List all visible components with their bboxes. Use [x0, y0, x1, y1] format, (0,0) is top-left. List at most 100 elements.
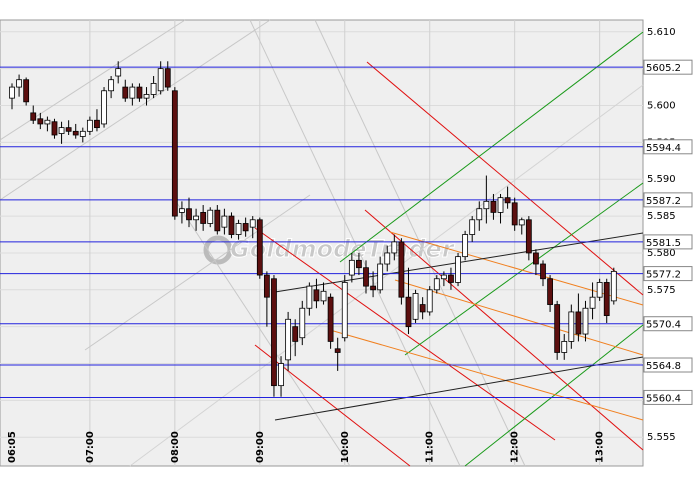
candle-body — [271, 278, 277, 387]
level-label: 5564.8 — [646, 361, 681, 372]
candle-body — [235, 223, 242, 235]
y-tick-label: 5.575 — [647, 285, 676, 296]
candle-body — [334, 348, 341, 353]
candle-body — [263, 274, 270, 298]
trend-line — [364, 209, 644, 451]
x-tick-label: 12:00 — [510, 431, 521, 463]
candle-body — [136, 86, 143, 99]
candle-body — [377, 263, 384, 291]
trend-line — [249, 19, 461, 467]
level-label: 5605.2 — [646, 63, 681, 74]
level-label-box — [643, 234, 693, 250]
candle-body — [455, 256, 461, 283]
x-tick-label: 11:00 — [425, 431, 436, 463]
candle-body — [405, 296, 412, 328]
labels: 5.6105.6055.6005.5955.5905.5855.5805.575… — [7, 27, 693, 463]
candle-body — [589, 296, 596, 309]
candle-body — [433, 278, 440, 291]
y-tick-label: 5.610 — [647, 27, 676, 38]
candle-body — [497, 197, 504, 213]
candle-body — [51, 121, 58, 136]
candle-body — [115, 68, 122, 77]
candle-body — [285, 318, 292, 361]
candle-body — [150, 82, 157, 95]
candle-body — [348, 259, 355, 276]
x-tick-label: 13:00 — [595, 431, 606, 463]
candle-body — [249, 219, 256, 228]
candle-body — [207, 209, 214, 224]
candle-body — [122, 86, 129, 99]
x-tick-label: 07:00 — [85, 431, 96, 463]
candle-body — [525, 219, 532, 254]
candle-body — [292, 326, 299, 342]
trend-line — [129, 84, 644, 467]
trend-line — [404, 182, 644, 356]
candle-body — [278, 363, 284, 387]
candle-body — [44, 119, 51, 125]
level-label: 5594.4 — [646, 143, 681, 154]
level-label-box — [643, 266, 693, 282]
candle-body — [483, 200, 490, 210]
candle-body — [518, 219, 525, 226]
plot-area — [0, 19, 644, 467]
trend-line — [464, 324, 644, 467]
y-tick-label: 5.585 — [647, 211, 676, 222]
candle-body — [341, 282, 348, 339]
candle-body — [193, 215, 199, 221]
level-label: 5587.2 — [646, 196, 681, 207]
candle-body — [440, 274, 447, 280]
candle-body — [575, 311, 582, 335]
candle-body — [547, 278, 553, 305]
candle-body — [86, 119, 93, 132]
candle-body — [327, 296, 334, 342]
candle-body — [363, 267, 369, 287]
candle-body — [356, 259, 362, 269]
trend-line — [174, 199, 351, 467]
candle-body — [143, 94, 150, 99]
candle-body — [476, 208, 483, 221]
candle-body — [214, 209, 221, 232]
trend-line — [274, 356, 644, 421]
candle-body — [370, 285, 376, 291]
y-tick-label: 5.555 — [647, 432, 676, 443]
candle-body — [462, 234, 469, 258]
level-label: 5577.2 — [646, 270, 681, 281]
x-tick-label: 09:00 — [255, 431, 266, 463]
candle-body — [469, 219, 476, 235]
candle-body — [9, 86, 15, 99]
candle-body — [65, 127, 72, 132]
trend-line — [314, 19, 526, 467]
candle-body — [306, 285, 313, 309]
level-label-box — [643, 139, 693, 155]
candle-body — [426, 289, 433, 313]
candle-body — [242, 223, 249, 232]
level-label: 5570.4 — [646, 320, 681, 331]
candle-body — [101, 90, 107, 125]
candle-body — [186, 208, 192, 221]
y-tick-label: 5.580 — [647, 248, 676, 259]
trend-line — [254, 227, 556, 441]
level-label-box — [643, 389, 693, 405]
candle-body — [94, 119, 100, 129]
candle-body — [490, 200, 497, 213]
candle-body — [171, 90, 178, 217]
y-tick-label: 5.600 — [647, 101, 676, 112]
candle-body — [561, 341, 568, 353]
candle-body — [129, 86, 136, 99]
level-label: 5560.4 — [646, 393, 681, 404]
candle-body — [179, 208, 185, 213]
candle-body — [384, 252, 391, 265]
candle-body — [221, 215, 228, 228]
candle-body — [299, 307, 306, 339]
candle-body — [412, 293, 419, 320]
candle-body — [313, 289, 320, 302]
candle-body — [23, 79, 30, 103]
level-label-box — [643, 357, 693, 373]
candle-body — [164, 68, 171, 88]
candle-body — [72, 130, 79, 136]
candle-body — [610, 270, 617, 302]
candle-body — [511, 202, 518, 226]
trend-line — [0, 19, 271, 201]
